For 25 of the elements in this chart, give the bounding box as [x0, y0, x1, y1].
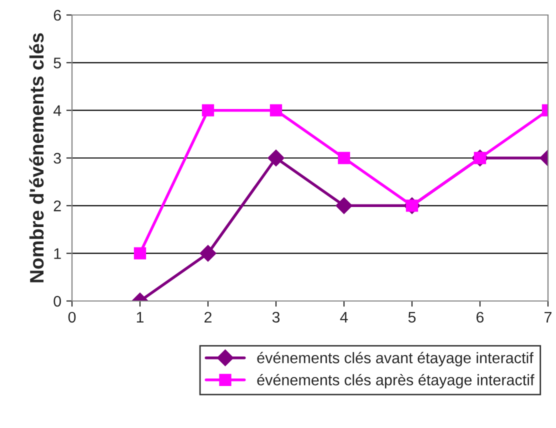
- x-tick-label: 3: [272, 312, 280, 323]
- point: [270, 104, 282, 116]
- x-tick-label: 6: [476, 312, 484, 323]
- point: [268, 150, 284, 166]
- y-tick-label: 1: [54, 248, 61, 259]
- x-tick-label: 5: [408, 312, 416, 323]
- y-tick-label: 0: [54, 296, 61, 307]
- point: [200, 244, 216, 262]
- y-tick-label: 2: [54, 200, 61, 212]
- point: [134, 247, 146, 260]
- y-tick-label: 4: [53, 105, 62, 116]
- y-tick-label: 3: [54, 152, 61, 164]
- x-tick-label: 1: [136, 312, 144, 322]
- point: [336, 197, 352, 214]
- x-tick-label: 4: [340, 312, 348, 322]
- point: [338, 152, 350, 164]
- x-tick-label: 7: [544, 312, 552, 322]
- y-axis-title: Nombre d'événements clés: [29, 33, 44, 282]
- x-tick-label: 2: [204, 312, 212, 322]
- legend-label: événements clés avant étayage interactif: [257, 352, 534, 366]
- x-tick-label: 0: [68, 312, 76, 323]
- legend-label: événements clés après étayage interactif: [257, 374, 534, 388]
- point: [202, 104, 214, 116]
- y-tick-label: 5: [54, 58, 61, 68]
- y-tick-label: 6: [54, 10, 61, 21]
